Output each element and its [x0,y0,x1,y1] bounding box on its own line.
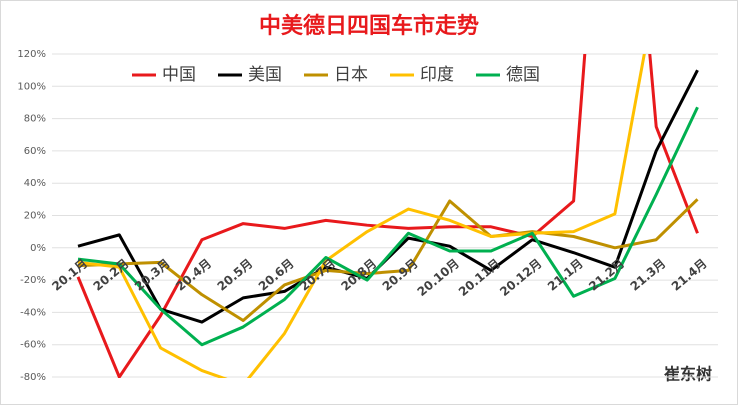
y-tick-label: -80% [20,372,46,383]
series-line [77,54,646,378]
watermark: 崔东树 [664,365,712,384]
legend-label: 印度 [420,65,454,85]
series-line [77,198,699,322]
legend-label: 美国 [248,65,282,85]
legend-label: 日本 [334,65,368,85]
y-tick-label: 120% [17,49,46,60]
series-line [77,106,699,347]
y-tick-label: 100% [17,81,46,92]
y-tick-label: 60% [24,146,46,157]
legend-label: 德国 [506,65,540,85]
y-tick-label: 40% [24,178,46,189]
legend-label: 中国 [162,65,196,85]
chart-title: 中美德日四国车市走势 [259,13,479,39]
y-tick-label: -60% [20,340,46,351]
y-tick-label: 80% [24,114,46,125]
y-tick-label: -20% [20,275,46,286]
y-tick-label: -40% [20,307,46,318]
y-tick-label: 0% [30,243,46,254]
plot-area [76,54,699,378]
y-tick-label: 20% [24,211,46,222]
